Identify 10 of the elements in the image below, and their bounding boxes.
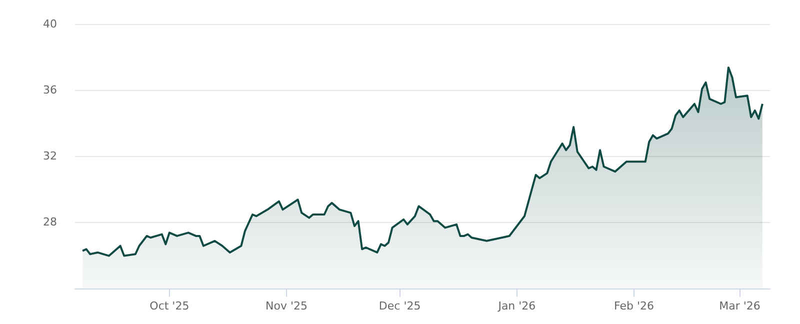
y-tick-label: 40 — [43, 17, 57, 30]
x-tick-label: Nov '25 — [266, 299, 308, 312]
x-tick-label: Jan '26 — [497, 299, 536, 312]
x-tick-label: Feb '26 — [614, 299, 654, 312]
y-tick-label: 32 — [43, 150, 57, 163]
y-tick-label: 36 — [43, 84, 57, 97]
x-tick-label: Oct '25 — [150, 299, 190, 312]
x-tick-label: Dec '25 — [378, 299, 421, 312]
y-tick-label: 28 — [43, 216, 57, 229]
x-tick-label: Mar '26 — [719, 299, 760, 312]
